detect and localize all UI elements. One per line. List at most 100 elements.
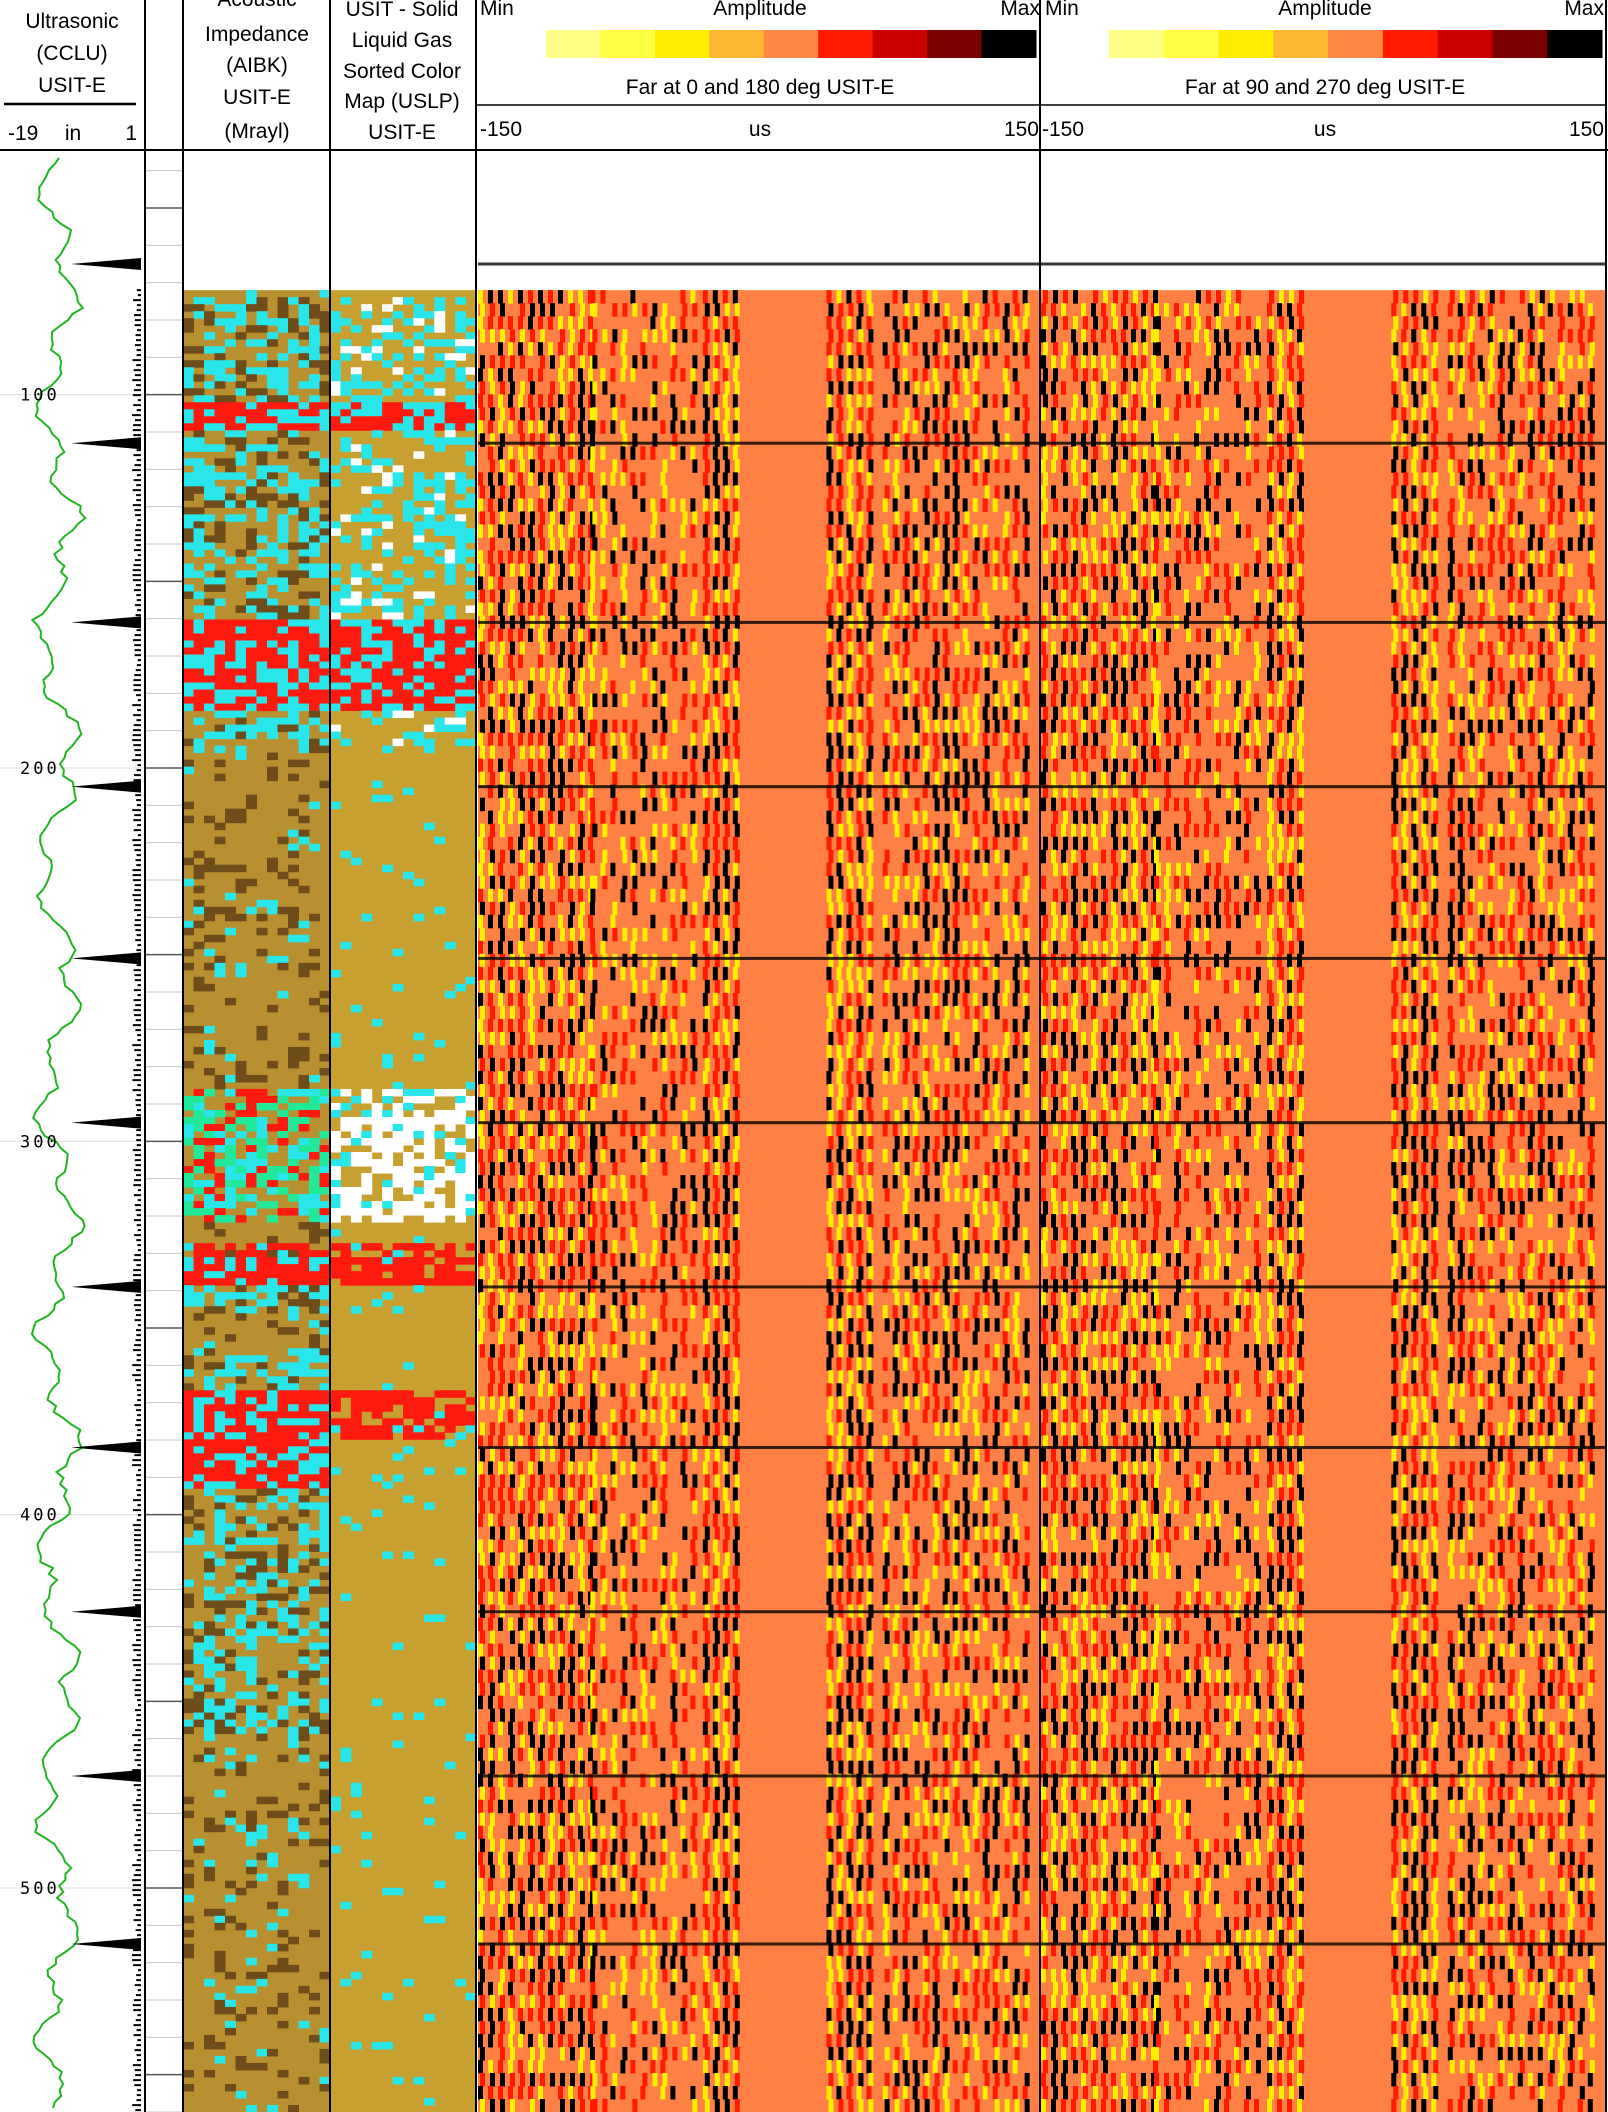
- aibk-cell: [235, 682, 247, 691]
- aibk-cell: [277, 1109, 289, 1118]
- waveform-stripe: [530, 1422, 535, 1436]
- aibk-cell: [183, 318, 194, 326]
- waveform-stripe: [540, 641, 545, 656]
- waveform-stripe: [662, 2046, 668, 2061]
- uslp-cell: [382, 325, 394, 333]
- aibk-cell: [246, 1670, 257, 1679]
- uslp-cell: [403, 556, 414, 564]
- uslp-cell: [371, 1102, 383, 1111]
- aibk-cell: [309, 395, 320, 403]
- aibk-cell: [246, 1271, 257, 1279]
- waveform-stripe: [580, 1474, 585, 1488]
- uslp-cell: [392, 2076, 404, 2085]
- waveform-stripe: [548, 1851, 553, 1866]
- waveform-stripe: [632, 641, 638, 656]
- aibk-cell: [235, 647, 247, 656]
- aibk-cell: [246, 1810, 257, 1819]
- waveform-stripe: [622, 875, 628, 890]
- waveform-stripe: [600, 1070, 606, 1085]
- waveform-stripe: [662, 641, 668, 656]
- waveform-stripe: [570, 1318, 575, 1332]
- uslp-cell: [382, 1278, 394, 1286]
- uslp-cell: [465, 367, 477, 375]
- waveform-stripe: [612, 1838, 618, 1853]
- aibk-cell: [267, 444, 278, 452]
- waveform-stripe: [490, 953, 495, 968]
- waveform-stripe: [518, 654, 523, 669]
- uslp-cell: [382, 1194, 394, 1202]
- aibk-cell: [235, 1985, 247, 1994]
- waveform-stripe: [518, 1643, 523, 1658]
- aibk-cell: [246, 542, 257, 550]
- aibk-cell: [319, 1649, 331, 1658]
- waveform-stripe: [520, 1682, 525, 1697]
- waveform-stripe: [528, 628, 533, 642]
- aibk-cell: [246, 1397, 257, 1405]
- waveform-stripe: [528, 1981, 533, 1996]
- waveform-stripe: [660, 1643, 666, 1658]
- waveform-stripe: [498, 654, 503, 669]
- waveform-stripe: [498, 758, 503, 773]
- waveform-stripe: [530, 1162, 535, 1176]
- aibk-cell: [235, 1439, 247, 1447]
- waveform-stripe: [580, 771, 585, 786]
- aibk-cell: [235, 1278, 247, 1286]
- aibk-cell: [277, 1446, 289, 1454]
- aibk-cell: [256, 1102, 268, 1111]
- aibk-cell: [288, 1964, 299, 1973]
- palette-swatch: [709, 30, 765, 58]
- uslp-cell: [371, 423, 383, 431]
- waveform-stripe: [500, 1916, 505, 1931]
- waveform-stripe: [642, 2046, 648, 2061]
- aibk-cell: [309, 710, 320, 719]
- waveform-stripe: [600, 1227, 606, 1241]
- waveform-stripe: [530, 745, 535, 760]
- waveform-stripe: [528, 1070, 533, 1085]
- aibk-cell: [319, 367, 331, 375]
- uslp-cell: [361, 689, 373, 698]
- aibk-cell: [193, 570, 205, 578]
- aibk-cell: [277, 682, 289, 691]
- aibk-cell: [298, 647, 310, 656]
- aibk-cell: [246, 1474, 257, 1482]
- aibk-cell: [214, 367, 226, 375]
- aibk-cell: [256, 2062, 268, 2071]
- aibk-cell: [183, 1880, 194, 1889]
- uslp-cell: [340, 584, 352, 592]
- uslp-cell: [392, 598, 404, 606]
- uslp-cell: [403, 731, 414, 740]
- aibk-cell: [277, 1250, 289, 1258]
- aibk-cell: [319, 1460, 331, 1468]
- waveform-stripe: [538, 1617, 543, 1632]
- uslp-cell: [413, 1418, 425, 1426]
- aibk-cell: [225, 997, 236, 1006]
- waveform-stripe: [670, 862, 676, 877]
- aibk-cell: [183, 1670, 194, 1679]
- waveform-stripe: [520, 1630, 525, 1645]
- waveform-stripe: [630, 1044, 636, 1059]
- aibk-cell: [214, 1362, 226, 1370]
- waveform-stripe: [670, 654, 676, 669]
- waveform-stripe: [612, 745, 618, 760]
- aibk-cell: [309, 1306, 320, 1314]
- waveform-stripe: [630, 1175, 636, 1189]
- aibk-cell: [309, 1201, 320, 1209]
- waveform-stripe: [508, 966, 513, 981]
- waveform-stripe: [588, 498, 593, 512]
- waveform-stripe: [520, 1005, 525, 1020]
- waveform-stripe: [498, 1018, 503, 1033]
- aibk-cell: [214, 1607, 226, 1615]
- waveform-stripe: [520, 1838, 525, 1853]
- waveform-stripe: [620, 472, 626, 486]
- aibk-cell: [183, 1425, 194, 1433]
- waveform-stripe: [500, 511, 505, 525]
- waveform-stripe: [660, 2033, 666, 2048]
- aibk-cell: [277, 962, 289, 971]
- waveform-stripe: [632, 2098, 638, 2112]
- waveform-stripe: [510, 1031, 515, 1046]
- aibk-cell: [193, 983, 205, 992]
- waveform-stripe: [642, 849, 648, 864]
- waveform-stripe: [558, 420, 563, 434]
- uslp-cell: [392, 1453, 404, 1461]
- aibk-cell: [204, 1341, 215, 1349]
